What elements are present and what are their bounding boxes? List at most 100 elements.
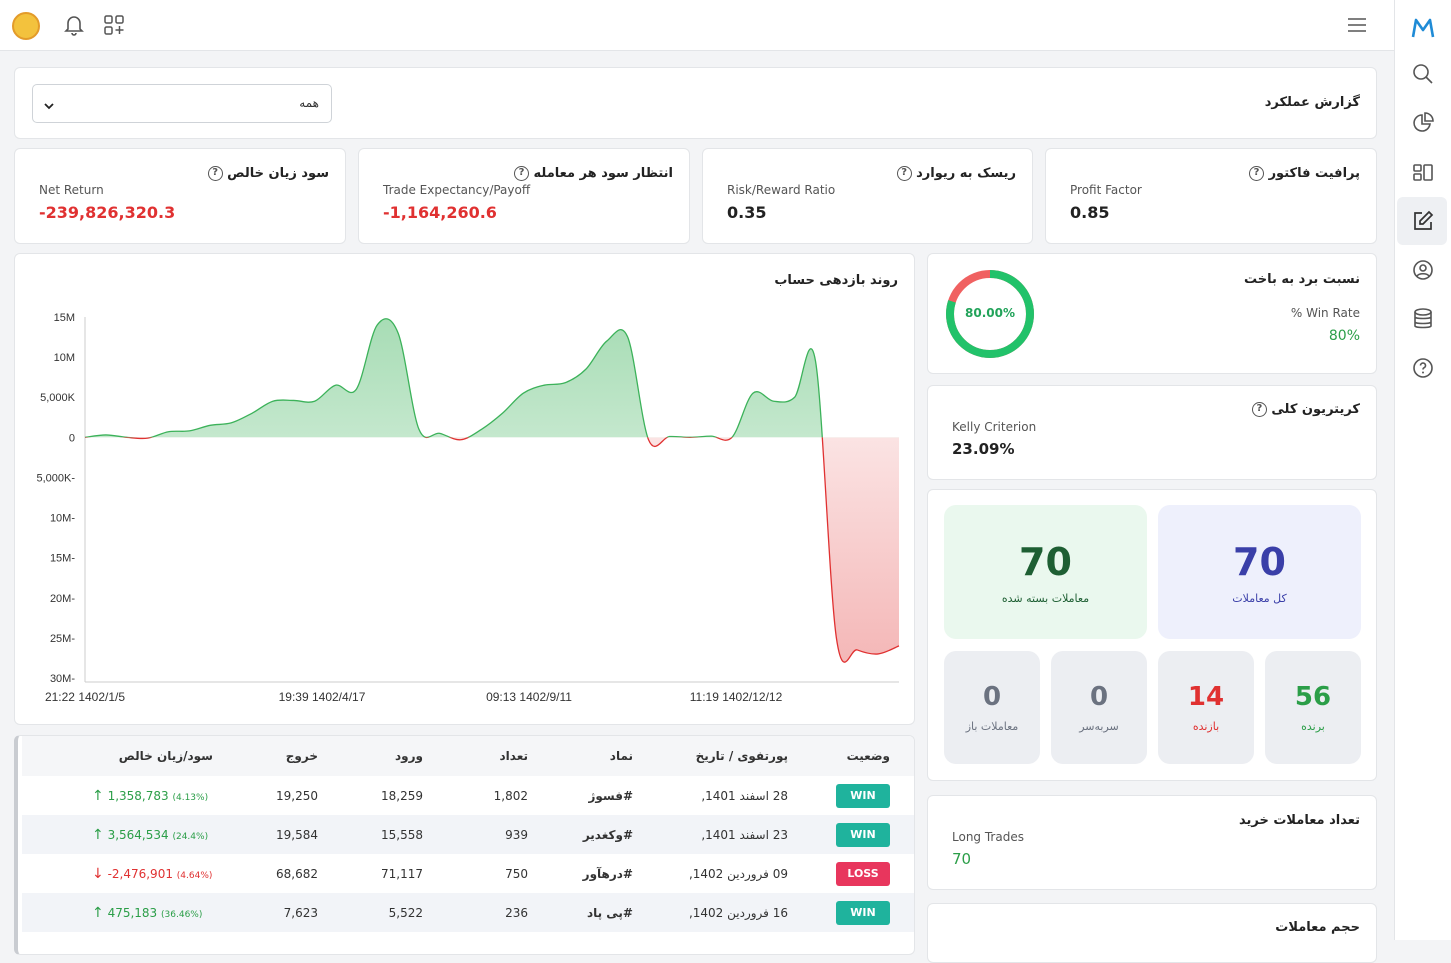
pnl-percent: (24.4%) [172, 831, 209, 842]
kelly-card: کریتریون کلی ? Kelly Criterion 23.09% [927, 385, 1377, 480]
cell-qty: 750 [505, 866, 528, 881]
table-row[interactable]: WIN 23 اسفند 1401, #وکغدیر 939 15,558 19,584 ↑… [22, 815, 914, 854]
metric-title: سود زیان خالص [227, 166, 329, 181]
cell-exit: 68,682 [276, 866, 318, 881]
winrate-ring [946, 270, 1034, 358]
user-circle-icon[interactable] [1411, 258, 1435, 282]
status-badge: LOSS [836, 861, 890, 886]
table-row[interactable]: WIN 28 اسفند 1401, #فسوژ 1,802 18,259 19,250 ↑… [22, 776, 914, 815]
edit-icon[interactable] [1411, 209, 1435, 233]
cell-date: 28 اسفند 1401, [701, 788, 788, 803]
pnl-value: 475,183 [107, 905, 158, 920]
trades-table: وضعیت پورتفوی / تاریخ نماد تعداد ورود خر… [22, 736, 914, 932]
pnl-arrow-icon: ↑ [92, 787, 104, 804]
trade-counts-card: 70 کل معاملات 70 معاملات بسته شده 56 برن… [927, 489, 1377, 781]
winrate-card: نسبت برد به باخت % Win Rate 80% 80.00% [927, 253, 1377, 374]
total-trades-value: 70 [1233, 539, 1286, 584]
area-negative [126, 437, 899, 663]
metric-value: 0.35 [727, 203, 767, 222]
cell-symbol[interactable]: #فسوژ [588, 788, 633, 803]
avatar[interactable] [12, 12, 40, 40]
long-trades-title: تعداد معاملات خرید [1238, 813, 1360, 828]
total-trades-box: 70 کل معاملات [1158, 505, 1361, 639]
y-tick-label: 0 [69, 432, 75, 444]
help-icon[interactable]: ? [896, 166, 912, 181]
sidebar [1394, 0, 1451, 940]
pnl-percent: (36.46%) [161, 909, 203, 920]
database-icon[interactable] [1411, 307, 1435, 331]
x-tick-label: 19:39 1402/4/17 [279, 690, 366, 704]
metric-card-risk-reward: ریسک به ریوارد ? Risk/Reward Ratio 0.35 [702, 148, 1033, 244]
bell-icon[interactable] [64, 14, 84, 40]
chart-title: روند بازدهی حساب [774, 273, 898, 288]
col-pnl: سود/زیان خالص [22, 736, 229, 776]
equity-chart-card: روند بازدهی حساب 15M 10M 5,000K 0 5,000K- 10M… [14, 253, 915, 725]
filter-select[interactable]: همه [32, 84, 332, 123]
help-icon[interactable]: ? [514, 166, 529, 181]
kelly-value: 23.09% [952, 440, 1015, 458]
page-title: گزارش عملکرد [1264, 95, 1360, 110]
apps-add-icon[interactable] [104, 15, 124, 39]
metric-value: 0.85 [1070, 203, 1110, 222]
table-row[interactable]: WIN 16 فروردین 1402, #پی پاد 236 5,522 7,623 ↑… [22, 893, 914, 932]
cell-symbol[interactable]: #وکغدیر [544, 815, 649, 854]
status-badge: WIN [836, 783, 890, 808]
status-badge: WIN [836, 900, 890, 925]
kelly-title: کریتریون کلی [1271, 402, 1360, 417]
metric-label: Trade Expectancy/Payoff [383, 183, 531, 197]
pnl-value: -2,476,901 [107, 866, 173, 881]
y-tick-label: 20M- [50, 593, 75, 605]
metric-title: انتظار سود هر معامله [533, 166, 673, 181]
search-icon[interactable] [1411, 62, 1435, 86]
volume-title: حجم معاملات [1275, 920, 1360, 935]
cell-symbol[interactable]: #پی پاد [544, 893, 649, 932]
y-tick-label: 30M- [50, 673, 75, 685]
metric-label: Risk/Reward Ratio [727, 183, 836, 197]
metric-card-trade-expectancy: انتظار سود هر معامله ? Trade Expectancy/… [358, 148, 690, 244]
cell-symbol[interactable]: #درهآور [582, 866, 633, 881]
help-circle-icon[interactable] [1411, 356, 1435, 380]
chevron-down-icon [43, 97, 55, 116]
filter-value: همه [299, 96, 319, 110]
winrate-value: 80% [1328, 328, 1360, 344]
table-row[interactable]: LOSS 09 فروردین 1402, #درهآور 750 71,117 68,6… [22, 854, 914, 893]
cell-exit: 19,250 [276, 788, 318, 803]
cell-pnl: ↑ 3,564,534 (24.4%) [22, 815, 229, 854]
y-tick-label: 10M [54, 352, 75, 364]
help-icon[interactable]: ? [1251, 402, 1267, 417]
status-badge: WIN [836, 822, 890, 847]
winners-box: 56 برنده [1265, 651, 1361, 764]
cell-qty: 939 [439, 815, 544, 854]
cell-qty: 1,802 [493, 788, 528, 803]
metric-value: -1,164,260.6 [383, 203, 497, 222]
closed-trades-label: معاملات بسته شده [1001, 591, 1090, 605]
metric-card-profit-factor: پرافیت فاکتور ? Profit Factor 0.85 [1045, 148, 1377, 244]
cell-entry: 5,522 [334, 893, 439, 932]
x-tick-label: 21:22 1402/1/5 [45, 690, 125, 704]
kelly-label: Kelly Criterion [952, 420, 1037, 434]
cell-pnl: ↓ -2,476,901 (4.64%) [22, 854, 229, 893]
y-tick-label: 25M- [50, 633, 75, 645]
logo-m-icon[interactable] [1411, 16, 1435, 40]
metric-card-net-return: سود زیان خالص ? Net Return -239,826,320.… [14, 148, 346, 244]
cell-entry: 71,117 [381, 866, 423, 881]
cell-pnl: ↑ 1,358,783 (4.13%) [22, 776, 229, 815]
col-symbol: نماد [544, 736, 649, 776]
help-icon[interactable]: ? [1249, 166, 1265, 181]
pnl-arrow-icon: ↓ [92, 865, 104, 882]
closed-trades-box: 70 معاملات بسته شده [944, 505, 1147, 639]
col-qty: تعداد [439, 736, 544, 776]
pie-chart-icon[interactable] [1411, 111, 1435, 135]
cell-date: 23 اسفند 1401, [649, 815, 804, 854]
pnl-percent: (4.64%) [176, 870, 213, 881]
hamburger-icon[interactable] [1347, 17, 1367, 37]
total-trades-label: کل معاملات [1232, 591, 1287, 605]
help-icon[interactable]: ? [207, 166, 223, 181]
y-tick-label: 5,000K [40, 392, 76, 404]
area-positive [85, 318, 899, 438]
metric-label: Profit Factor [1070, 183, 1142, 197]
open-trades-label: معاملات باز [965, 720, 1019, 733]
losers-box: 14 بازنده [1158, 651, 1254, 764]
dashboard-icon[interactable] [1411, 160, 1435, 184]
metric-value: -239,826,320.3 [39, 203, 176, 222]
